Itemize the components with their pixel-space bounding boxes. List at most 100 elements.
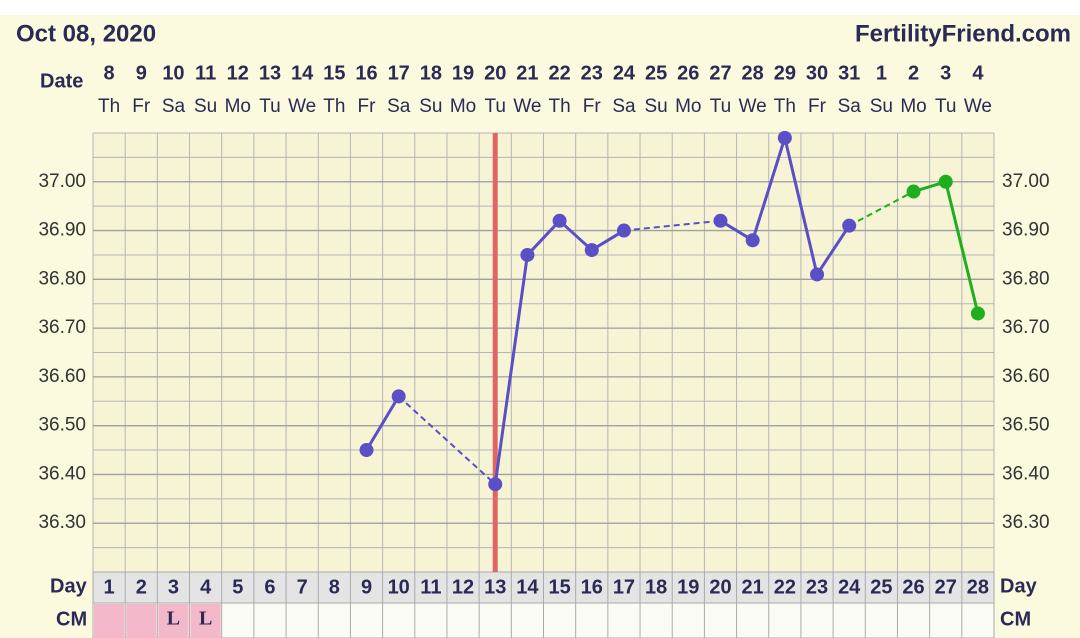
date-label: 13 — [259, 62, 281, 84]
temp-point — [520, 247, 535, 262]
temp-point — [552, 213, 567, 228]
y-tick-label: 36.40 — [38, 463, 86, 484]
date-label: 4 — [972, 62, 984, 84]
date-label: 20 — [484, 62, 506, 84]
y-tick-label: 36.70 — [38, 317, 86, 338]
date-label: 30 — [806, 62, 828, 84]
temp-segment — [526, 219, 561, 256]
day-number: 7 — [297, 576, 308, 598]
site-name: FertilityFriend.com — [855, 20, 1071, 47]
day-number: 1 — [104, 576, 115, 598]
day-number: 2 — [136, 576, 147, 598]
day-number: 26 — [902, 576, 924, 598]
date-label: Date — [40, 70, 83, 92]
temp-point — [616, 223, 631, 238]
y-tick-label: 36.50 — [38, 415, 86, 436]
weekday-label: Sa — [612, 96, 636, 117]
date-label: 26 — [677, 62, 699, 84]
date-label: 24 — [613, 62, 636, 84]
weekday-label: We — [288, 96, 316, 117]
weekday-label: Th — [548, 96, 570, 117]
date-label: 2 — [908, 62, 919, 84]
date-label: 10 — [162, 62, 184, 84]
y-tick-label: 36.60 — [38, 366, 86, 387]
date-label: 16 — [355, 62, 377, 84]
day-number: 16 — [581, 576, 603, 598]
y-tick-label-right: 36.90 — [1002, 220, 1050, 241]
day-number: 27 — [935, 576, 957, 598]
y-tick-label: 36.90 — [38, 220, 86, 241]
temp-point — [777, 130, 792, 145]
date-label: 9 — [136, 62, 147, 84]
temp-segment — [783, 137, 819, 275]
day-number: 5 — [232, 576, 243, 598]
date-label: 1 — [876, 62, 887, 84]
weekday-label: Th — [774, 96, 796, 117]
weekday-label: Fr — [358, 96, 377, 117]
temp-point — [745, 233, 760, 248]
day-number: 6 — [264, 576, 275, 598]
period-cell — [126, 604, 157, 638]
date-label: 11 — [195, 62, 216, 84]
date-label: 18 — [420, 62, 442, 84]
temp-segment — [815, 224, 851, 276]
temp-point — [391, 389, 406, 404]
temp-segment — [365, 395, 400, 451]
y-tick-label-right: 36.30 — [1002, 512, 1050, 533]
temp-point — [842, 218, 857, 233]
weekday-label: Mo — [225, 96, 251, 117]
day-number: 12 — [452, 576, 474, 598]
date-label: 19 — [452, 62, 474, 84]
date-label: 12 — [227, 62, 249, 84]
y-tick-label-right: 37.00 — [1002, 171, 1050, 192]
date-label: 15 — [323, 62, 345, 84]
day-number: 20 — [709, 576, 731, 598]
temp-point — [938, 174, 953, 189]
day-number: 17 — [613, 576, 635, 598]
date-label: 28 — [742, 62, 764, 84]
date-label: 27 — [709, 62, 731, 84]
weekday-label: Sa — [162, 96, 186, 117]
temp-point — [810, 267, 825, 282]
weekday-label: Sa — [838, 96, 862, 117]
weekday-label: Fr — [808, 96, 827, 117]
temp-gap-segment — [623, 219, 721, 232]
weekday-label: Su — [194, 96, 217, 117]
period-cell — [190, 604, 221, 638]
date-label: 22 — [548, 62, 570, 84]
date-label: 3 — [940, 62, 951, 84]
day-number: 9 — [361, 576, 372, 598]
cm-entry: L — [199, 608, 212, 630]
date-label: 8 — [104, 62, 115, 84]
weekday-label: Mo — [450, 96, 476, 117]
temp-point — [906, 184, 921, 199]
y-tick-label: 36.30 — [38, 512, 86, 533]
weekday-label: Tu — [484, 96, 505, 117]
temp-point — [488, 477, 503, 492]
weekday-label: Fr — [132, 96, 151, 117]
y-tick-label-right: 36.50 — [1002, 415, 1050, 436]
day-number: 28 — [967, 576, 989, 598]
temp-point — [359, 443, 374, 458]
day-number: 23 — [806, 576, 828, 598]
day-label: Day — [50, 575, 88, 597]
weekday-label: Mo — [900, 96, 926, 117]
weekday-label: Th — [98, 96, 120, 117]
temp-gap-segment — [398, 395, 496, 485]
day-number: 24 — [838, 576, 861, 598]
cm-label: CM — [56, 608, 87, 630]
temp-gap-segment — [848, 190, 915, 227]
date-label: 17 — [388, 62, 410, 84]
day-number: 4 — [200, 576, 212, 598]
y-tick-label-right: 36.80 — [1002, 268, 1050, 289]
weekday-label: Mo — [675, 96, 701, 117]
temp-segment — [944, 181, 980, 314]
day-number: 8 — [329, 576, 340, 598]
weekday-label: We — [513, 96, 541, 117]
date-label: 23 — [581, 62, 603, 84]
y-tick-label: 37.00 — [38, 171, 86, 192]
day-number: 10 — [388, 576, 410, 598]
day-number: 19 — [677, 576, 699, 598]
temp-segment — [751, 137, 787, 241]
